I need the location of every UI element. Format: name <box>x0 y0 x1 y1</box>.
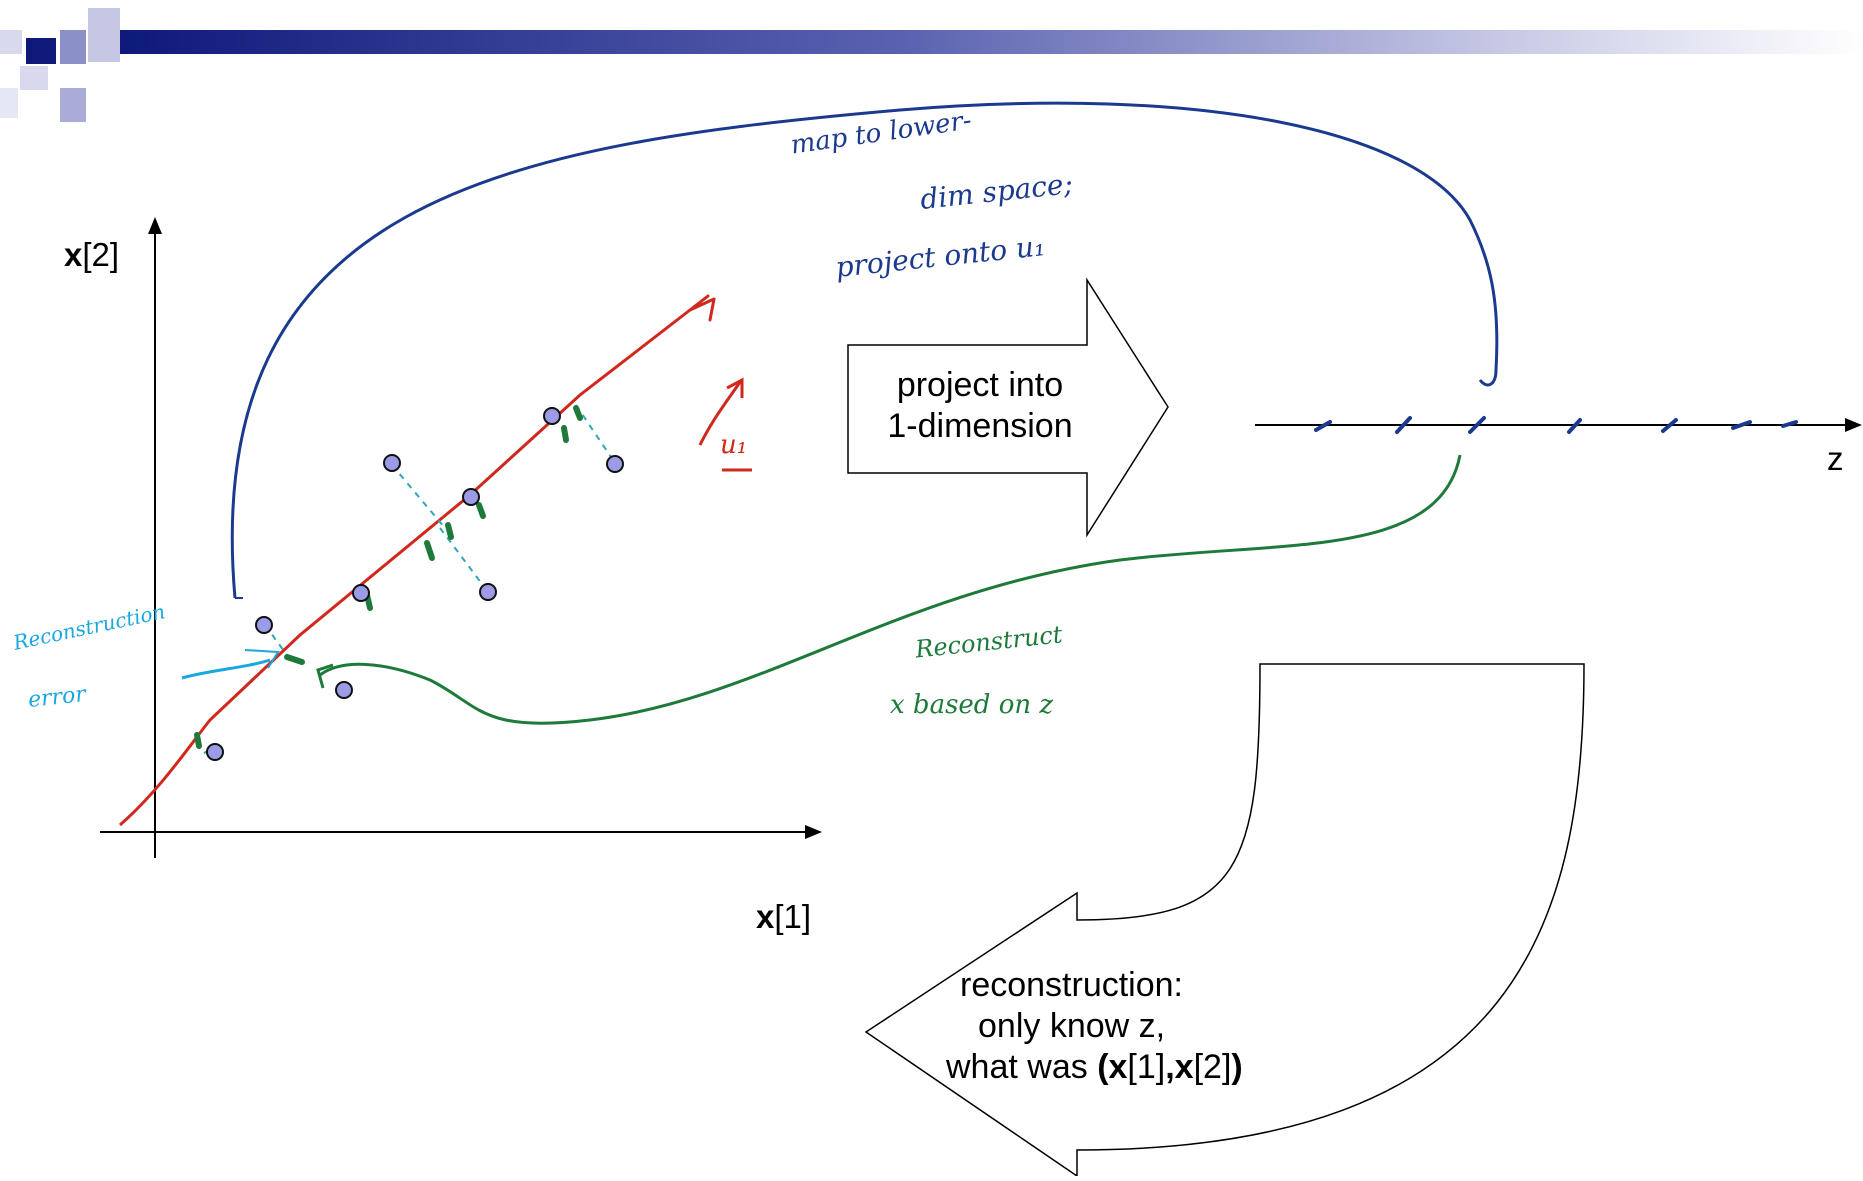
data-point <box>383 454 401 472</box>
error-pointer-head <box>244 649 280 669</box>
reconstruct-arrow-shape <box>864 663 1585 1178</box>
project-arrow-line1: project into <box>896 366 1064 404</box>
project-arrow-line2: 1-dimension <box>887 406 1073 445</box>
reconstruct-curve-arrowhead <box>316 663 334 689</box>
data-points <box>206 407 624 761</box>
z-axis-label: z <box>1827 440 1844 477</box>
reconstruct-line2: only know z, <box>978 1006 1166 1045</box>
project-arrow-shape <box>847 277 1169 538</box>
projected-points <box>194 405 583 749</box>
z-points <box>1314 416 1798 434</box>
axes <box>100 217 822 858</box>
data-point <box>479 583 497 601</box>
error-pointer <box>181 658 271 680</box>
data-point <box>606 455 624 473</box>
project-arrow-label: project into 1-dimension <box>860 365 1100 447</box>
data-point <box>255 616 273 634</box>
y-axis-arrowhead <box>148 217 162 234</box>
reconstruct-note-line2: x based on z <box>890 690 1054 720</box>
data-point <box>462 488 480 506</box>
data-point <box>543 407 561 425</box>
map-curve <box>230 101 1499 599</box>
y-axis-label: x[2] <box>64 236 120 273</box>
z-axis <box>1255 418 1862 432</box>
reconstruct-arrow-label: reconstruction: only know z, what was (x… <box>940 965 1320 1087</box>
principal-line <box>119 308 691 827</box>
reconstruct-curve <box>319 454 1462 725</box>
header-logo-squares <box>0 8 120 122</box>
principal-line-arrowhead <box>688 294 716 322</box>
data-point <box>335 681 353 699</box>
data-point <box>352 584 370 602</box>
projection-lines <box>199 404 616 756</box>
u1-label: u₁ <box>720 430 748 460</box>
reconstruct-line3: what was (x[1],x[2]) <box>946 1047 1243 1086</box>
header-band <box>120 30 1863 54</box>
data-point <box>206 743 224 761</box>
x-axis-label: x[1] <box>756 898 812 935</box>
x-axis-arrowhead <box>805 825 822 839</box>
u1-arrow <box>698 381 742 446</box>
reconstruct-line1: reconstruction: <box>960 966 1183 1004</box>
